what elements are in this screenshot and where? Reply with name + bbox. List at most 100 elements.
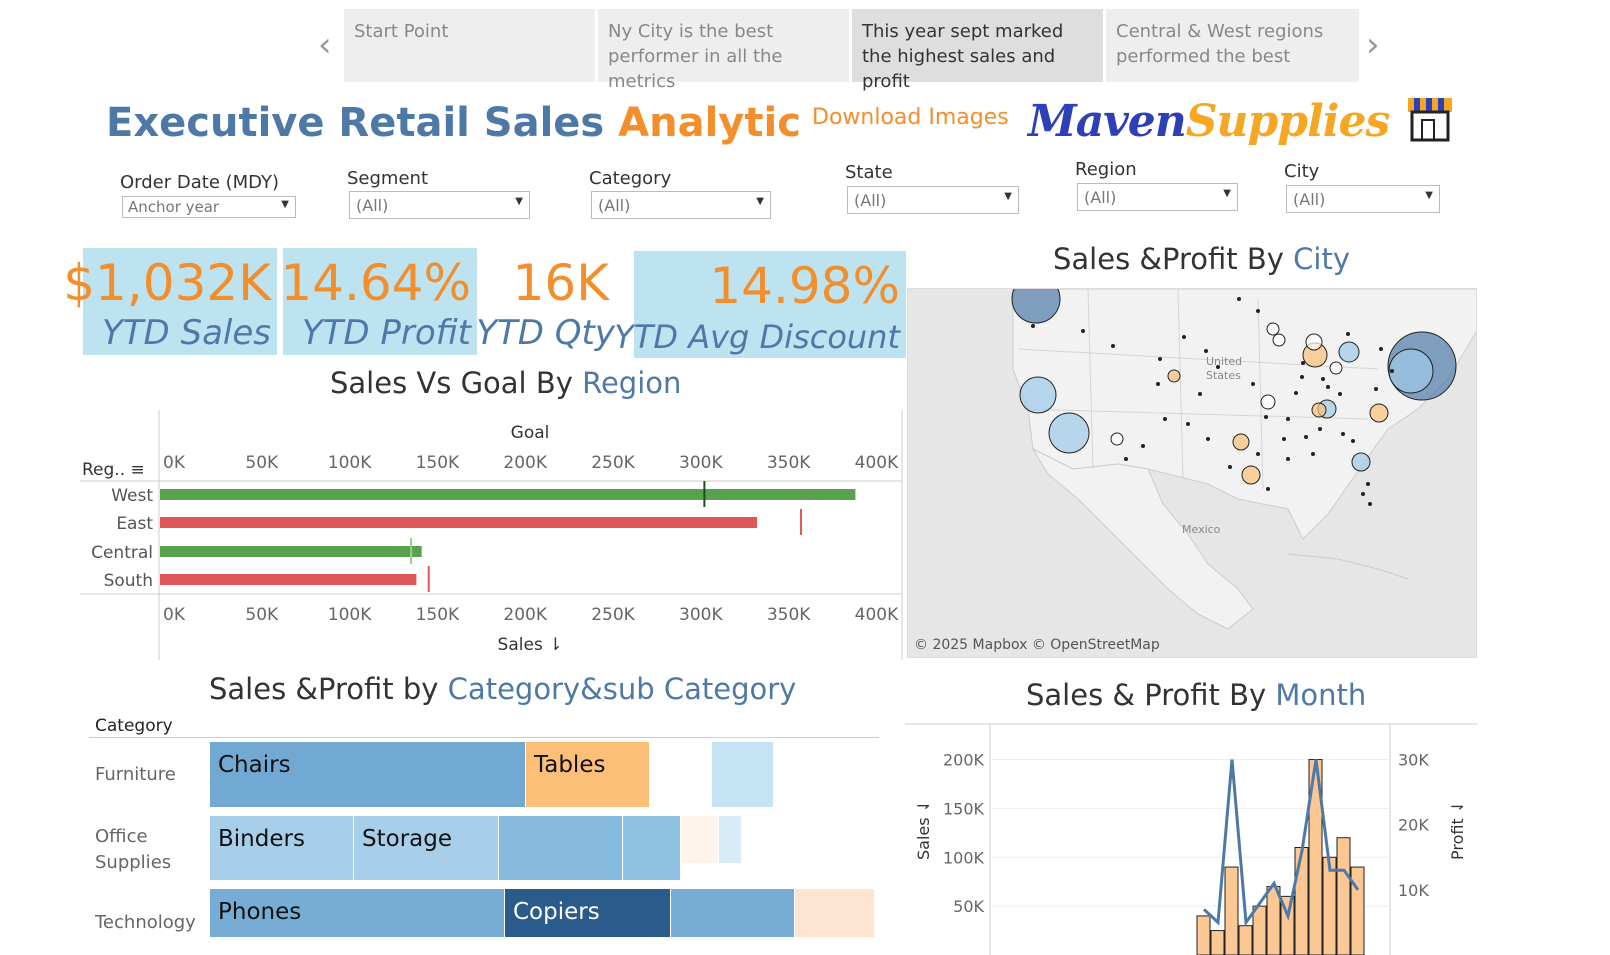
city-dot-18 [1286,457,1290,461]
treemap-tile-office-6[interactable] [719,816,741,863]
city-dot-25 [1141,444,1145,448]
region-label-central: Central [91,543,153,563]
city-dot-7 [1182,335,1186,339]
city-marker-7 [1241,465,1261,485]
chevron-down-icon: ▼ [515,196,523,207]
segment-dropdown[interactable]: (All) ▼ [349,191,530,219]
state-dropdown[interactable]: (All) ▼ [847,186,1019,214]
category-label-office-supplies: Office Supplies [95,826,172,873]
month-y2tick-2: 30K [1398,751,1429,770]
chevron-down-icon: ▼ [1004,191,1012,202]
kpi-ytd-sales: $1,032K YTD Sales [63,248,277,355]
region-chart-title: Sales Vs Goal By Region [330,366,682,400]
city-marker-3 [1019,376,1057,414]
city-dot-8 [1216,365,1220,369]
story-next-arrow-icon[interactable]: › [1366,25,1380,65]
map-city-markers[interactable] [908,289,1477,658]
city-dot-28 [1156,382,1160,386]
treemap-tile-furniture-3[interactable] [650,742,710,807]
city-dot-9 [1300,375,1304,379]
tick-top-7: 350K [767,453,811,473]
kpi-ytd-profit: 14.64% YTD Profit [280,248,477,355]
region-label-west: West [111,486,153,506]
sales-bar-east [160,517,758,528]
city-dropdown[interactable]: (All) ▼ [1286,185,1440,213]
story-tab-1[interactable]: Start Point [344,9,595,82]
tick-bottom-2: 100K [328,605,372,625]
city-dot-41 [1318,427,1322,431]
treemap-tile-office-4[interactable] [623,816,680,880]
month-bar-2 [1224,866,1239,955]
city-dot-12 [1294,391,1298,395]
city-marker-15 [1260,394,1276,410]
treemap-tile-office-3[interactable] [499,816,622,880]
city-dot-2 [1111,344,1115,348]
page-title: Executive Retail Sales Analytic [106,100,801,146]
city-dot-33 [1374,387,1378,391]
download-images-link[interactable]: Download Images [812,105,1009,130]
treemap-tile-office-5[interactable] [681,816,718,863]
treemap-tile-furniture-4[interactable] [712,742,773,807]
treemap-header: Category [95,716,173,736]
city-map[interactable]: United States Mexico © 2025 Mapbox © Ope… [907,288,1477,658]
city-dot-13 [1264,415,1268,419]
treemap-tile-copiers[interactable]: Copiers [505,889,670,937]
month-chart-title: Sales & Profit By Month [1026,678,1367,712]
city-dot-20 [1256,452,1260,456]
city-marker-13 [1167,369,1181,383]
city-marker-4 [1048,412,1090,454]
story-prev-arrow-icon[interactable]: ‹ [318,25,332,65]
treemap-tile-binders[interactable]: Binders [210,816,353,880]
story-tab-3[interactable]: This year sept marked the highest sales … [852,9,1103,92]
city-dot-27 [1198,392,1202,396]
month-bar-7 [1294,847,1309,955]
month-y2tick-1: 20K [1398,816,1429,835]
kpi-ytd-qty: 16K YTD Qty [476,254,615,353]
tick-top-5: 250K [591,453,635,473]
city-marker-16 [1329,361,1343,375]
month-bar-5 [1266,886,1281,955]
city-marker-18 [1272,333,1286,347]
month-bar-11 [1350,866,1365,955]
treemap-tile-phones[interactable]: Phones [210,889,504,937]
treemap-tile-tables[interactable]: Tables [526,742,649,807]
treemap-tile-chairs[interactable]: Chairs [210,742,525,807]
goal-axis-title: Goal [511,423,550,443]
tick-bottom-5: 250K [591,605,635,625]
treemap-divider [89,737,879,738]
map-label-mexico: Mexico [1182,523,1221,536]
month-bar-10 [1336,837,1351,955]
story-tab-2[interactable]: Ny City is the best performer in all the… [598,9,849,92]
sales-bar-west [160,489,856,500]
city-dot-10 [1326,385,1330,389]
filter-label-region: Region [1075,159,1137,180]
city-dot-24 [1163,417,1167,421]
city-marker-0 [1011,289,1061,324]
city-dot-31 [1366,482,1370,486]
city-dot-22 [1206,437,1210,441]
region-label-south: South [104,571,153,591]
story-tab-4[interactable]: Central & West regions performed the bes… [1106,9,1359,82]
city-dot-1 [1081,329,1085,333]
tick-top-8: 400K [855,453,899,473]
city-dot-17 [1311,452,1315,456]
city-dot-14 [1282,437,1286,441]
city-dot-15 [1304,435,1308,439]
treemap-tile-tech-4[interactable] [795,889,874,937]
city-dot-36 [1346,332,1350,336]
city-dot-35 [1379,347,1383,351]
region-dropdown[interactable]: (All) ▼ [1077,183,1238,211]
city-dot-40 [1286,417,1290,421]
city-dot-32 [1351,439,1355,443]
city-dot-0 [1031,324,1035,328]
treemap-tile-storage[interactable]: Storage [354,816,498,880]
order-date-dropdown[interactable]: Anchor year ▼ [122,196,296,218]
city-dot-26 [1124,457,1128,461]
city-marker-2 [1388,348,1434,394]
category-dropdown[interactable]: (All) ▼ [591,191,771,219]
sales-profit-month-chart: 50K 100K 150K 200K 10K 20K 30K Sales ⇃ Profit ⇃ [905,723,1477,955]
tick-bottom-8: 400K [855,605,899,625]
treemap-tile-tech-3[interactable] [671,889,794,937]
month-bar-1 [1210,930,1225,955]
filter-label-order-date: Order Date (MDY) [120,172,280,193]
